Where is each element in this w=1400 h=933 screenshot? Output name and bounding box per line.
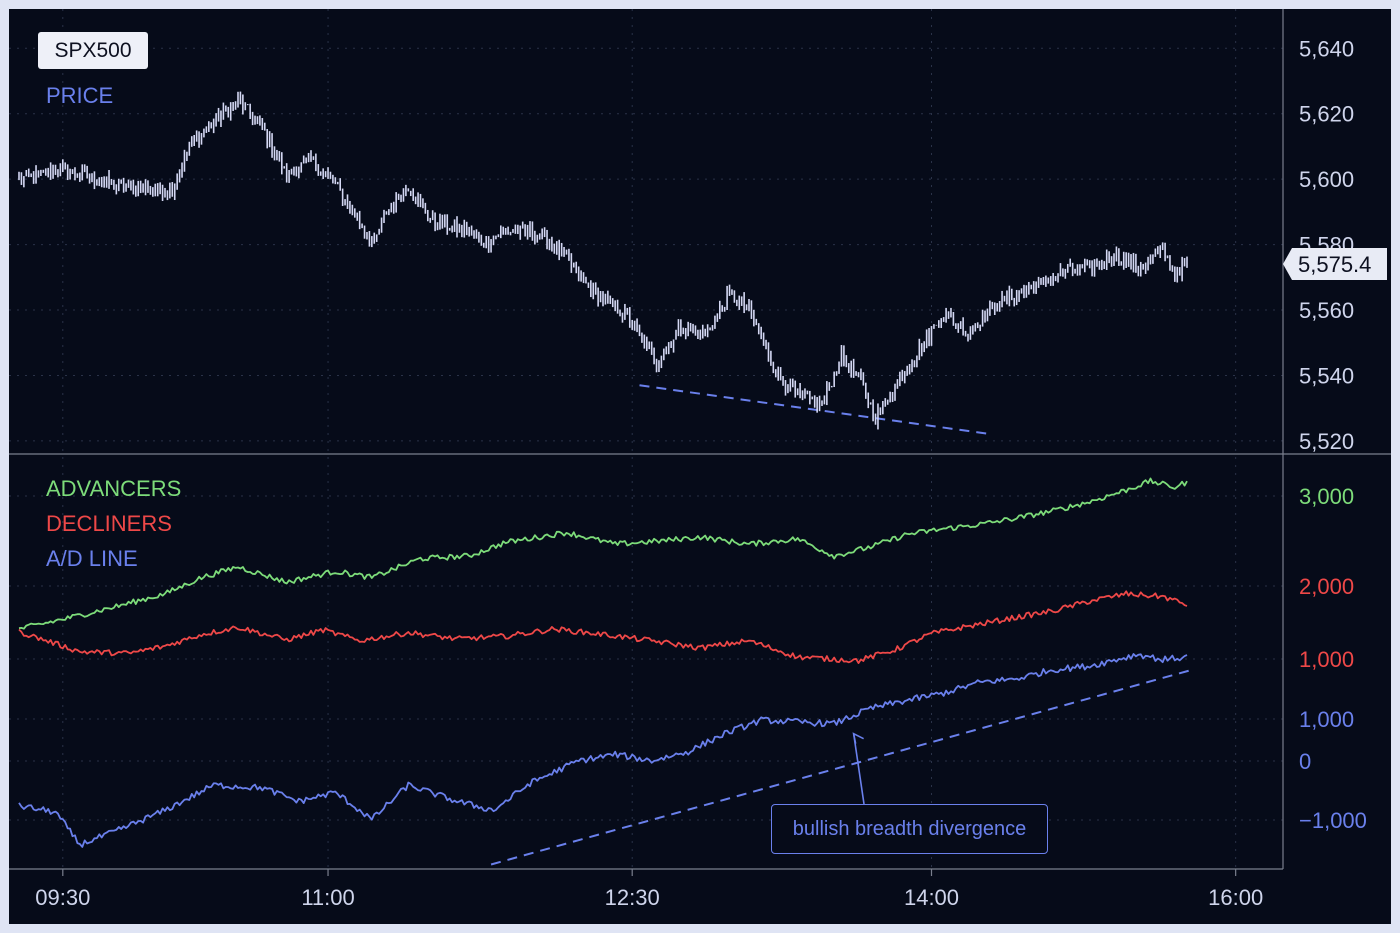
axes bbox=[9, 9, 1391, 870]
breadth-legend: ADVANCERS DECLINERS A/D LINE bbox=[46, 471, 181, 576]
annotation-arrow-shaft bbox=[852, 733, 865, 805]
symbol-badge[interactable]: SPX500 bbox=[38, 32, 148, 69]
chart-canvas: 5,6405,6205,6005,5805,5605,5405,5203,000… bbox=[9, 9, 1391, 910]
annotation-arrow-head bbox=[852, 732, 864, 744]
breadth-line-a-d-line bbox=[18, 653, 1188, 848]
series bbox=[18, 91, 1188, 848]
last-price-tag-shape bbox=[1283, 248, 1387, 280]
legend-ad-line: A/D LINE bbox=[46, 546, 138, 571]
breadth-line-decliners bbox=[18, 590, 1188, 664]
ad-line-divergence-trendline bbox=[490, 669, 1190, 866]
price-axis-tick-label: 5,640 bbox=[1299, 36, 1354, 61]
price-axis-tick-label: 5,520 bbox=[1299, 429, 1354, 454]
time-axis-tick-label: 12:30 bbox=[605, 885, 660, 910]
time-axis-tick-label: 16:00 bbox=[1208, 885, 1263, 910]
price-axis-tick-label: 5,600 bbox=[1299, 167, 1354, 192]
price-axis-tick-label: 5,540 bbox=[1299, 363, 1354, 388]
time-axis-tick-label: 09:30 bbox=[35, 885, 90, 910]
breadth-axis-tick-label: 2,000 bbox=[1299, 574, 1354, 599]
legend-advancers: ADVANCERS bbox=[46, 476, 182, 501]
breadth-axis-tick-label: −1,000 bbox=[1299, 808, 1367, 833]
trendlines bbox=[490, 384, 1190, 866]
annotation-text: bullish breadth divergence bbox=[792, 817, 1027, 840]
time-axis-tick-label: 14:00 bbox=[904, 885, 959, 910]
breadth-axis-tick-label: 1,000 bbox=[1299, 647, 1354, 672]
last-price-tag[interactable]: 5,575.4 bbox=[1283, 248, 1387, 280]
price-axis-tick-label: 5,620 bbox=[1299, 102, 1354, 127]
legend-decliners: DECLINERS bbox=[46, 511, 172, 536]
last-price-value: 5,575.4 bbox=[1298, 252, 1372, 277]
price-series bbox=[18, 91, 1188, 430]
grid bbox=[9, 9, 1283, 876]
breadth-axis-tick-label: 3,000 bbox=[1299, 484, 1354, 509]
annotation-box[interactable]: bullish breadth divergence bbox=[771, 804, 1048, 854]
price-divergence-trendline bbox=[639, 384, 993, 436]
labels: 5,6405,6205,6005,5805,5605,5405,5203,000… bbox=[35, 36, 1367, 910]
time-axis-tick-label: 11:00 bbox=[301, 885, 354, 910]
price-legend: PRICE bbox=[46, 83, 113, 109]
symbol-badge-label: SPX500 bbox=[54, 38, 132, 62]
price-axis-tick-label: 5,560 bbox=[1299, 298, 1354, 323]
breadth-axis-tick-label: 1,000 bbox=[1299, 707, 1354, 732]
legend-price: PRICE bbox=[46, 83, 114, 108]
breadth-axis-tick-label: 0 bbox=[1299, 749, 1311, 774]
breadth-line-advancers bbox=[18, 477, 1188, 630]
chart-frame: 5,640 5,620 5,600 5,580 5,560 5,540 5,520 3,000… bbox=[9, 9, 1391, 924]
